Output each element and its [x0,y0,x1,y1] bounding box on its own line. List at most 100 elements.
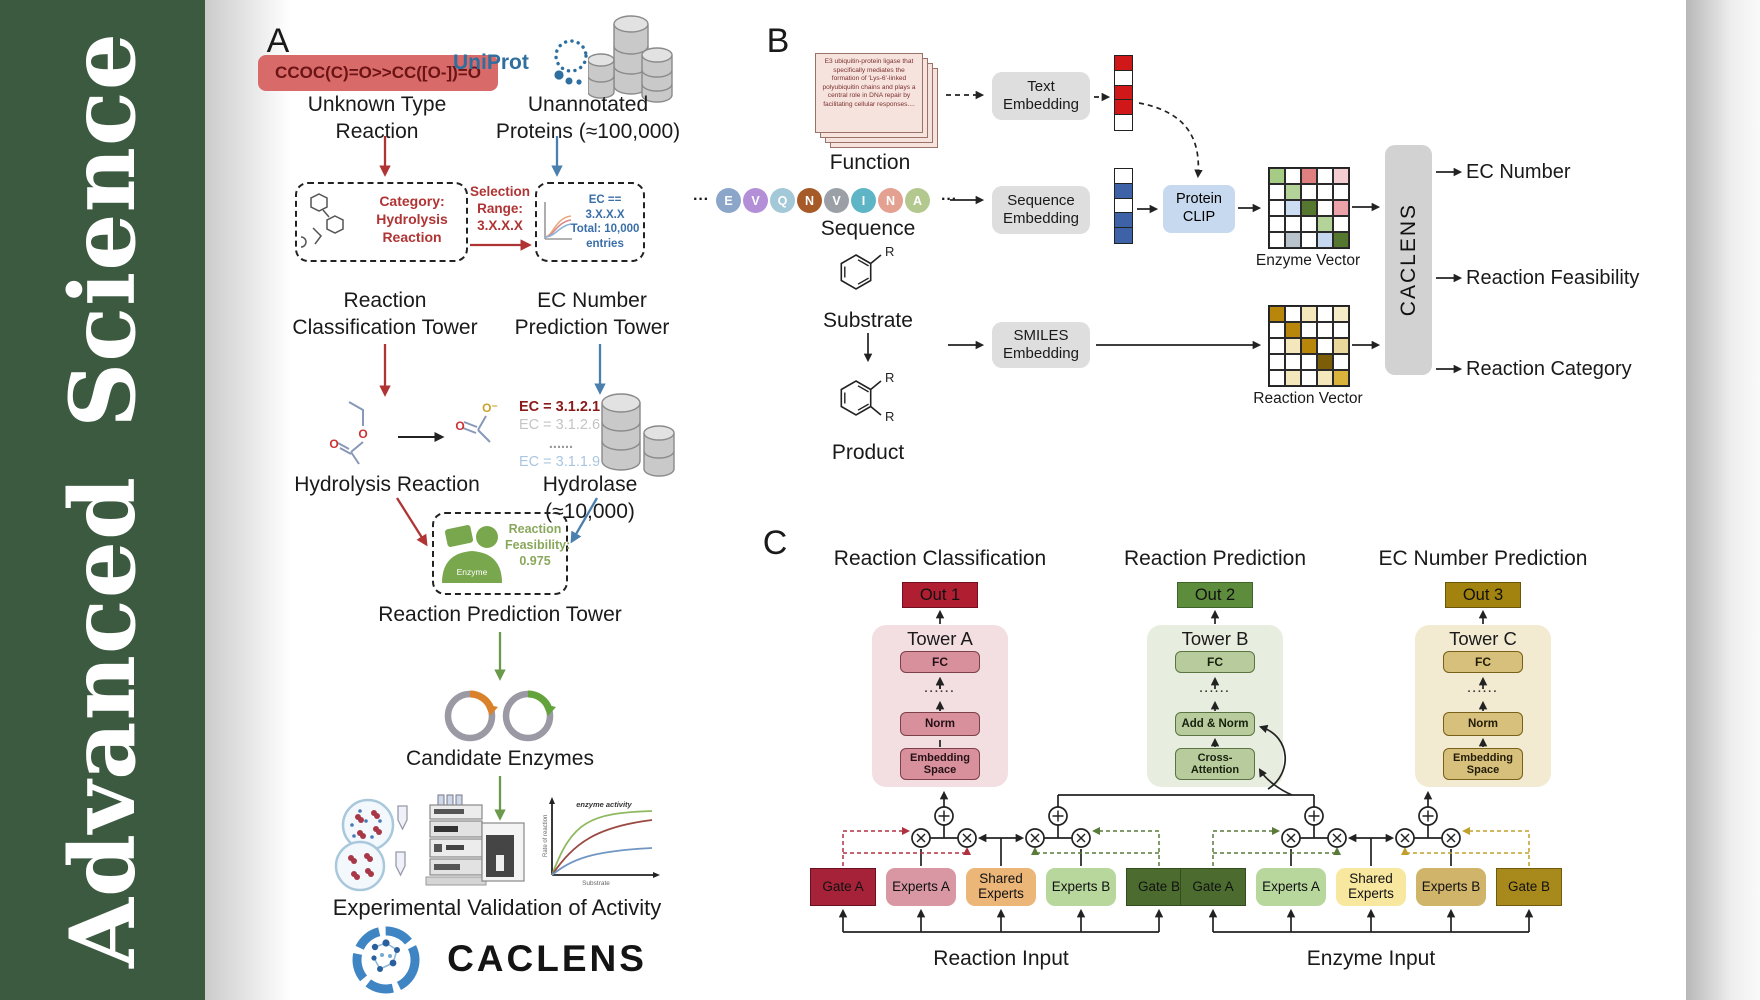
out3-box: Out 3 [1445,582,1521,608]
hplc-instrument-icon [424,793,528,898]
classification-tower-label: Reaction Classification Tower [292,289,478,339]
ec-result-list: EC = 3.1.2.1 EC = 3.1.2.6 ...... EC = 3.… [519,399,601,471]
function-label: Function [829,151,911,174]
journal-sidebar: Advanced Science [0,0,205,1000]
tower-a-fc: FC [900,651,980,673]
gate-a-reaction: Gate A [810,868,876,906]
uniprot-logo-text: UniProt [453,51,529,74]
reaction-classification-box [295,182,468,262]
sequence-embedding-vector [1114,168,1133,244]
text-embedding-vector [1114,55,1133,131]
unknown-reaction-label: Unknown Type Reaction [307,93,447,143]
output-ec-number: EC Number [1466,161,1571,183]
shared-experts-reaction: Shared Experts [966,868,1036,906]
tower-a-label: Tower A [907,628,973,649]
ec-filter-text: EC == 3.X.X.X Total: 10,000 entries [570,194,640,250]
category-text: Category: Hydrolysis Reaction [376,193,448,245]
hydrolysis-reaction-label: Hydrolysis Reaction [294,473,480,496]
gate-a-enzyme: Gate A [1180,868,1246,906]
tower-a-norm: Norm [900,712,980,736]
journal-title: Advanced Science [49,32,156,968]
substrate-molecule-icon: R [830,242,896,305]
enzyme-input-label: Enzyme Input [1306,947,1436,970]
sequence-ellipsis-right: ··· [941,191,957,208]
out1-box: Out 1 [902,582,978,608]
product-molecule-icon: R R [830,366,896,437]
reaction-vector-label: Reaction Vector [1253,390,1363,407]
experts-b-reaction: Experts B [1046,868,1116,906]
moe-operator-nodes [911,806,1461,848]
tower-b-fc: FC [1175,651,1255,673]
caclens-wordmark: CACLENS [447,938,647,979]
enzyme-blob-label: Enzyme [457,567,488,577]
cell-assay-icon [330,798,416,899]
page-left-shadow [205,0,290,1000]
enzyme-vector-label: Enzyme Vector [1255,252,1361,269]
text-embedding-box: Text Embedding [992,72,1090,120]
protein-database-icon [587,12,674,123]
plasmid-icon [440,686,562,751]
experts-a-enzyme: Experts A [1256,868,1326,906]
feasibility-text: Reaction Feasibility: 0.975 [505,522,571,568]
function-description: E3 ubiquitin-protein ligase that specifi… [822,58,916,108]
svg-text:O: O [455,419,464,433]
page-right-shadow [1686,0,1760,1000]
svg-text:R: R [885,409,894,424]
tower-b-cross-attention: Cross-Attention [1175,748,1255,780]
unannotated-proteins-label: Unannotated Proteins (≈100,000) [495,93,681,143]
caclens-bar-label: CACLENS [1396,203,1420,317]
smiles-embedding-box: SMILES Embedding [992,322,1090,368]
ec-tower-label: EC Number Prediction Tower [514,289,670,339]
ec-prediction-box [535,182,645,262]
tower-c-embedding-space: Embedding Space [1443,748,1523,780]
experts-b-enzyme: Experts B [1416,868,1486,906]
svg-text:O⁻: O⁻ [482,401,498,415]
svg-text:R: R [885,370,894,385]
gate-b-enzyme: Gate B [1496,868,1562,906]
graph-annotation: enzyme activity [576,800,632,809]
svg-text:O: O [358,427,367,441]
ester-molecule-icon: O O [325,396,397,477]
prediction-tower-label: Reaction Prediction Tower [378,603,622,626]
shared-experts-enzyme: Shared Experts [1336,868,1406,906]
reaction-input-label: Reaction Input [933,947,1069,970]
molecule-scribble-icon [295,188,359,259]
svg-text:O: O [329,437,338,451]
validation-label: Experimental Validation of Activity [332,895,662,920]
tower-c-label: Tower C [1449,628,1517,649]
tower-c-dots: ······ [1467,686,1499,698]
curves-plot-icon [540,196,576,253]
panel-b-label: B [766,22,790,60]
tower-b-add-norm: Add & Norm [1175,712,1255,736]
output-reaction-category: Reaction Category [1466,358,1632,380]
tower-a-dots: ······ [924,686,956,698]
candidate-enzymes-label: Candidate Enzymes [406,747,594,770]
tower-a-embedding-space: Embedding Space [900,748,980,780]
graph-xlabel: Substrate [582,880,610,887]
panel-c-label: C [762,524,788,562]
panel-a-label: A [266,22,290,60]
product-label: Product [831,441,905,464]
column-title-reaction-prediction: Reaction Prediction [1123,547,1307,570]
caclens-logo-icon [348,922,424,1000]
experts-a-reaction: Experts A [886,868,956,906]
out2-box: Out 2 [1177,582,1253,608]
enzyme-blob-icon: Enzyme [440,521,504,590]
caclens-model-bar: CACLENS [1385,145,1432,375]
smiles-reaction-box: CCOC(C)=O>>CC([O-])=O [258,55,498,91]
substrate-label: Substrate [823,309,913,332]
enzyme-vector-grid [1268,167,1350,249]
output-reaction-feasibility: Reaction Feasibility [1466,267,1640,289]
tower-c-norm: Norm [1443,712,1523,736]
tower-b-dots: ······ [1199,686,1231,698]
selection-range-text: Selection Range: 3.X.X.X [469,184,531,234]
acetate-molecule-icon: O⁻ O [452,396,514,477]
column-title-reaction-classification: Reaction Classification [833,547,1047,570]
function-card-front: E3 ubiquitin-protein ligase that specifi… [815,53,923,133]
reaction-vector-grid [1268,305,1350,387]
graph-ylabel: Rate of reaction [543,815,549,857]
tower-c-fc: FC [1443,651,1523,673]
svg-text:R: R [885,244,894,259]
